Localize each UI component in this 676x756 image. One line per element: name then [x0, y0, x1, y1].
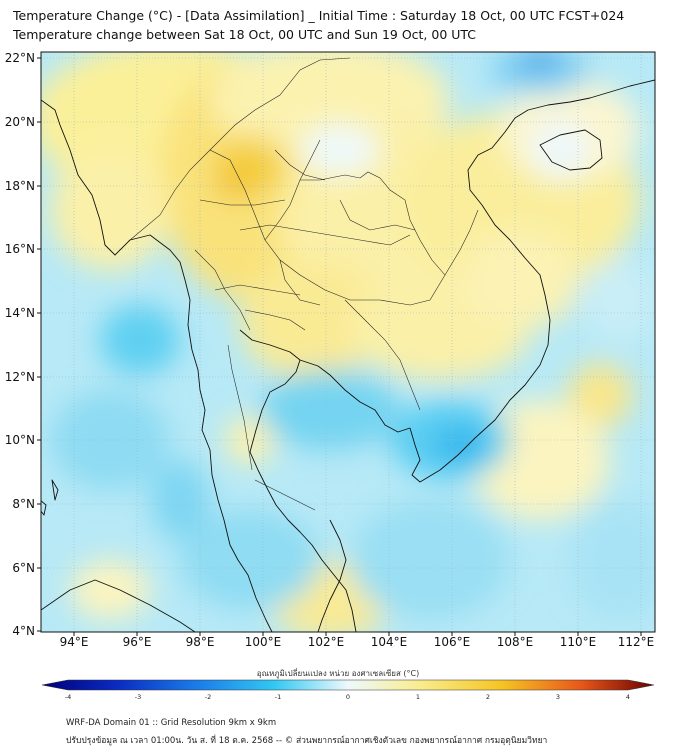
- title-line-1: Temperature Change (°C) - [Data Assimila…: [13, 8, 625, 23]
- map-frame: [40, 51, 656, 633]
- colorbar-tick-neg2: -2: [205, 693, 211, 701]
- lon-label-108: 108°E: [497, 635, 534, 649]
- lon-label-102: 102°E: [308, 635, 345, 649]
- colorbar-tick-2: 2: [486, 693, 490, 701]
- lat-label-16: 16°N: [5, 242, 35, 256]
- lon-label-104: 104°E: [371, 635, 408, 649]
- colorbar-tick-3: 3: [556, 693, 560, 701]
- colorbar-tick-1: 1: [416, 693, 420, 701]
- title-line-2: Temperature change between Sat 18 Oct, 0…: [13, 27, 477, 42]
- graticule: [41, 52, 655, 632]
- lat-label-10: 10°N: [5, 433, 35, 447]
- lon-label-112: 112°E: [618, 635, 655, 649]
- colorbar-tick-neg3: -3: [135, 693, 141, 701]
- lat-label-14: 14°N: [5, 306, 35, 320]
- field-layer: [41, 52, 655, 632]
- lon-label-106: 106°E: [434, 635, 471, 649]
- lat-label-4: 4°N: [12, 624, 35, 638]
- colorbar-label: อุณหภูมิเปลี่ยนแปลง หน่วย องศาเซลเซียส (…: [256, 669, 420, 678]
- lon-label-94: 94°E: [60, 635, 89, 649]
- footer-model-info: WRF-DA Domain 01 :: Grid Resolution 9km …: [66, 718, 277, 728]
- lat-label-18: 18°N: [5, 179, 35, 193]
- lon-label-100: 100°E: [245, 635, 282, 649]
- colorbar-tick-4: 4: [626, 693, 630, 701]
- lat-label-8: 8°N: [12, 497, 35, 511]
- coastlines: [41, 79, 655, 632]
- lat-label-20: 20°N: [5, 115, 35, 129]
- lon-label-96: 96°E: [123, 635, 152, 649]
- colorbar-tick-neg4: -4: [65, 693, 71, 701]
- lat-label-22: 22°N: [5, 51, 35, 65]
- lat-label-12: 12°N: [5, 370, 35, 384]
- lon-label-98: 98°E: [186, 635, 215, 649]
- lon-label-110: 110°E: [560, 635, 597, 649]
- colorbar-tick-neg1: -1: [275, 693, 281, 701]
- axis-ticks: [37, 57, 642, 636]
- colorbar-tick-0: 0: [346, 693, 350, 701]
- footer-credits: ปรับปรุงข้อมูล ณ เวลา 01:00น. วัน ส. ที่…: [66, 736, 548, 746]
- borders: [129, 57, 479, 511]
- colorbar-scale: [41, 679, 655, 691]
- lat-label-6: 6°N: [12, 561, 35, 575]
- colorbar: -4 -3 -2 -1 0 1 2 3 4: [41, 679, 655, 701]
